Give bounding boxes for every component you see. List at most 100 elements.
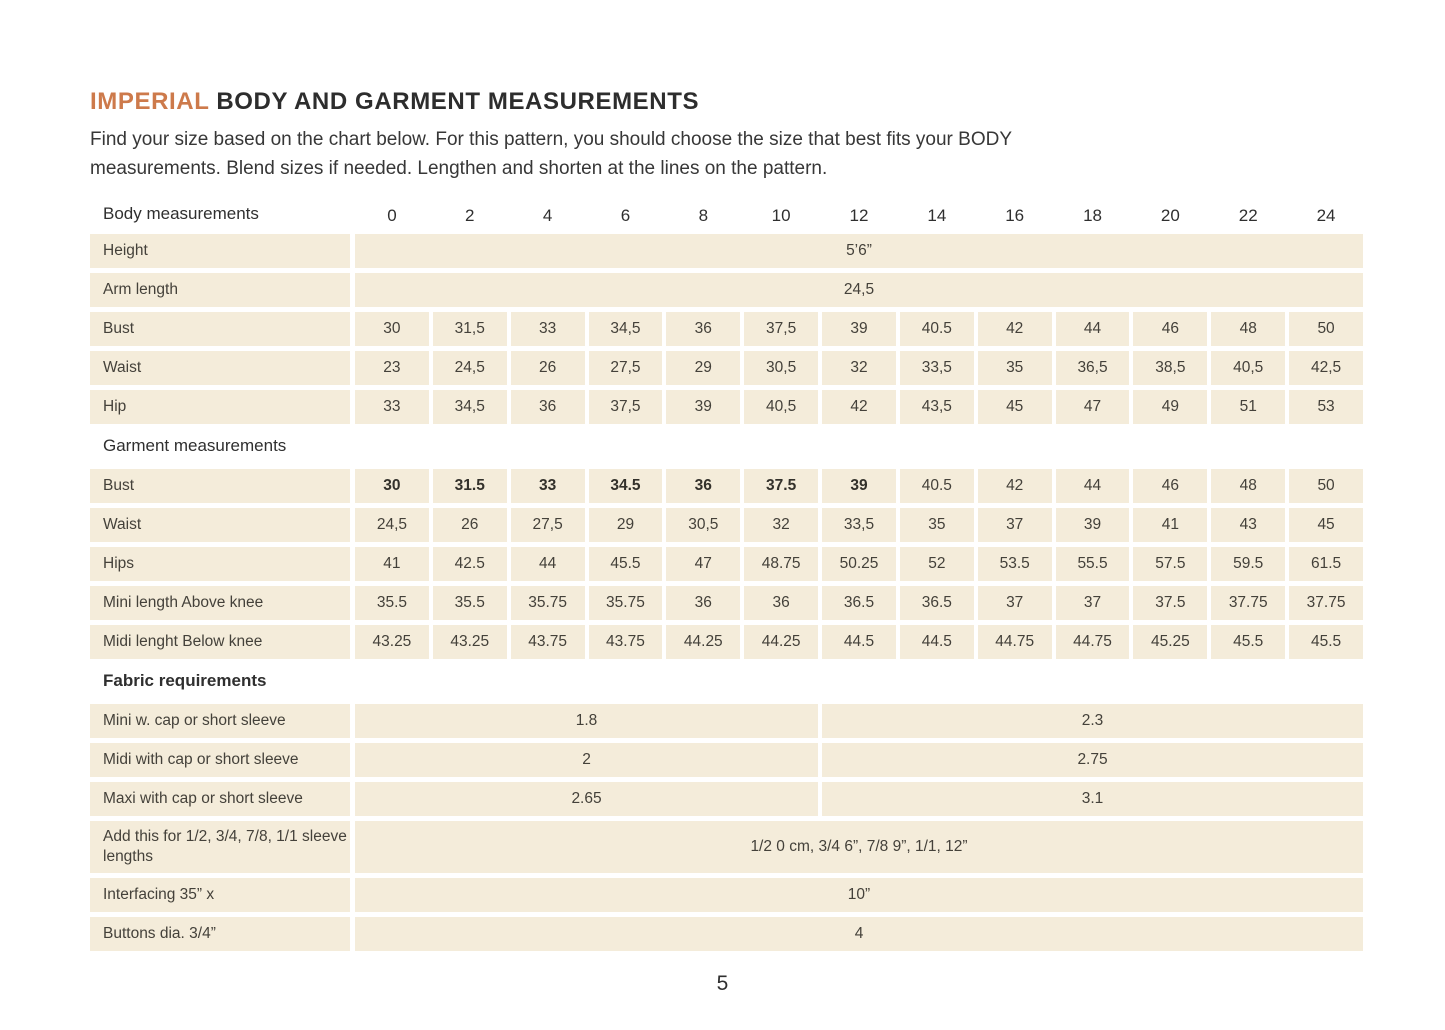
size-header-row: 0 2 4 6 8 10 12 14 16 18 20 22 24	[355, 199, 1363, 229]
value-cell: 36	[666, 585, 741, 620]
size-header-12: 12	[849, 205, 869, 225]
value-cell: 42,5	[1289, 350, 1363, 385]
table-row: Arm length 24,5	[90, 272, 1363, 307]
row-values: 5’6”	[355, 233, 1363, 268]
value-cell: 53.5	[977, 546, 1052, 581]
value-cell: 29	[666, 350, 741, 385]
value-cell: 30,5	[666, 507, 741, 542]
size-header-16: 16	[1005, 205, 1025, 225]
value-cell: 42	[977, 311, 1052, 346]
row-values: 2 2.75	[355, 742, 1363, 777]
value-cell: 40,5	[1211, 350, 1286, 385]
value-cell: 44	[1055, 311, 1130, 346]
value-cell: 2	[355, 742, 819, 777]
page-title: IMPERIAL BODY AND GARMENT MEASUREMENTS	[90, 88, 1363, 116]
value-cell: 42	[822, 389, 896, 424]
value-cell: 40.5	[899, 311, 974, 346]
table-row: Buttons dia. 3/4” 4	[90, 916, 1363, 951]
value-cell: 35	[977, 350, 1052, 385]
value-cell: 35.5	[432, 585, 507, 620]
value-cell: 44.75	[1055, 624, 1130, 659]
value-cell: 45	[977, 389, 1052, 424]
size-header-2: 2	[465, 205, 475, 225]
value-cell: 44	[510, 546, 585, 581]
value-cell: 40,5	[744, 389, 819, 424]
row-values: 23 24,5 26 27,5 29 30,5 32 33,5 35 36,5 38,5 40,5 42…	[355, 350, 1363, 385]
value-cell: 36	[666, 468, 741, 503]
row-values: 30 31.5 33 34.5 36 37.5 39 40.5 42 44 46 48 50	[355, 468, 1363, 503]
value-cell: 59.5	[1211, 546, 1286, 581]
value-cell: 61.5	[1289, 546, 1363, 581]
table-row: Mini length Above knee 35.5 35.5 35.75 35.75…	[90, 585, 1363, 620]
table-row: Add this for 1/2, 3/4, 7/8, 1/1 sleeve l…	[90, 820, 1363, 873]
value-cell: 52	[899, 546, 974, 581]
size-header-6: 6	[620, 205, 631, 225]
value-cell: 37	[977, 507, 1052, 542]
row-label: Mini length Above knee	[90, 585, 350, 620]
value-cell: 37.5	[1133, 585, 1208, 620]
value-cell: 44.75	[977, 624, 1052, 659]
value-cell: 51	[1211, 389, 1286, 424]
value-cell: 42.5	[432, 546, 507, 581]
value-cell: 44.5	[899, 624, 974, 659]
value-cell: 50	[1289, 468, 1363, 503]
row-label: Add this for 1/2, 3/4, 7/8, 1/1 sleeve l…	[90, 820, 350, 873]
row-label: Hips	[90, 546, 350, 581]
value-cell: 5’6”	[355, 233, 1363, 268]
page-content: IMPERIAL BODY AND GARMENT MEASUREMENTS F…	[90, 88, 1363, 956]
value-cell: 31,5	[432, 311, 507, 346]
section-header: Garment measurements	[103, 435, 287, 455]
value-cell: 47	[1055, 389, 1130, 424]
row-values: 24,5 26 27,5 29 30,5 32 33,5 35 37 39 41 43 45	[355, 507, 1363, 542]
value-cell: 46	[1133, 468, 1208, 503]
value-cell: 2.65	[355, 781, 819, 816]
value-cell: 39	[822, 468, 896, 503]
value-cell: 2.75	[822, 742, 1363, 777]
intro-line-2: measurements. Blend sizes if needed. Len…	[90, 157, 828, 179]
value-cell: 33	[355, 389, 429, 424]
row-label: Hip	[90, 389, 350, 424]
value-cell: 48	[1211, 468, 1286, 503]
row-label: Maxi with cap or short sleeve	[90, 781, 350, 816]
value-cell: 35	[899, 507, 974, 542]
measurement-table: Body measurements 0 2 4 6 8 10 12 14 16 18 20 22 24 …	[90, 199, 1363, 951]
value-cell: 30,5	[744, 350, 819, 385]
table-row: Bust 30 31,5 33 34,5 36 37,5 39 40.5 42 44 46 48 50	[90, 311, 1363, 346]
row-label: Interfacing 35” x	[90, 877, 350, 912]
value-cell: 45.5	[1289, 624, 1363, 659]
row-label: Buttons dia. 3/4”	[90, 916, 350, 951]
title-rest: BODY AND GARMENT MEASUREMENTS	[209, 88, 700, 115]
table-row: Hips 41 42.5 44 45.5 47 48.75 50.25 52 53.5 55.5 57…	[90, 546, 1363, 581]
value-cell: 35.75	[510, 585, 585, 620]
table-row: Midi with cap or short sleeve 2 2.75	[90, 742, 1363, 777]
row-values: 1/2 0 cm, 3/4 6”, 7/8 9”, 1/1, 12”	[355, 820, 1363, 873]
value-cell: 30	[355, 468, 429, 503]
value-cell: 53	[1289, 389, 1363, 424]
size-header-24: 24	[1316, 205, 1336, 225]
value-cell: 40.5	[899, 468, 974, 503]
size-header-8: 8	[698, 205, 709, 225]
row-values: 30 31,5 33 34,5 36 37,5 39 40.5 42 44 46 48 50	[355, 311, 1363, 346]
value-cell: 36	[666, 311, 741, 346]
table-row: Mini w. cap or short sleeve 1.8 2.3	[90, 703, 1363, 738]
value-cell: 37.5	[744, 468, 819, 503]
row-label: Waist	[90, 507, 350, 542]
row-label: Bust	[90, 311, 350, 346]
table-row: Waist 23 24,5 26 27,5 29 30,5 32 33,5 35 36,5 38,5 4…	[90, 350, 1363, 385]
value-cell: 44.5	[822, 624, 896, 659]
size-header-22: 22	[1238, 205, 1258, 225]
header-label: Body measurements	[103, 203, 259, 223]
value-cell: 34,5	[588, 311, 663, 346]
value-cell: 37.75	[1211, 585, 1286, 620]
value-cell: 24,5	[355, 507, 429, 542]
value-cell: 41	[355, 546, 429, 581]
table-row: Hip 33 34,5 36 37,5 39 40,5 42 43,5 45 47 49 51 53	[90, 389, 1363, 424]
value-cell: 24,5	[432, 350, 507, 385]
value-cell: 43	[1211, 507, 1286, 542]
value-cell: 46	[1133, 311, 1208, 346]
value-cell: 47	[666, 546, 741, 581]
value-cell: 44.25	[744, 624, 819, 659]
value-cell: 32	[822, 350, 896, 385]
value-cell: 33	[510, 311, 585, 346]
value-cell: 45.25	[1133, 624, 1208, 659]
